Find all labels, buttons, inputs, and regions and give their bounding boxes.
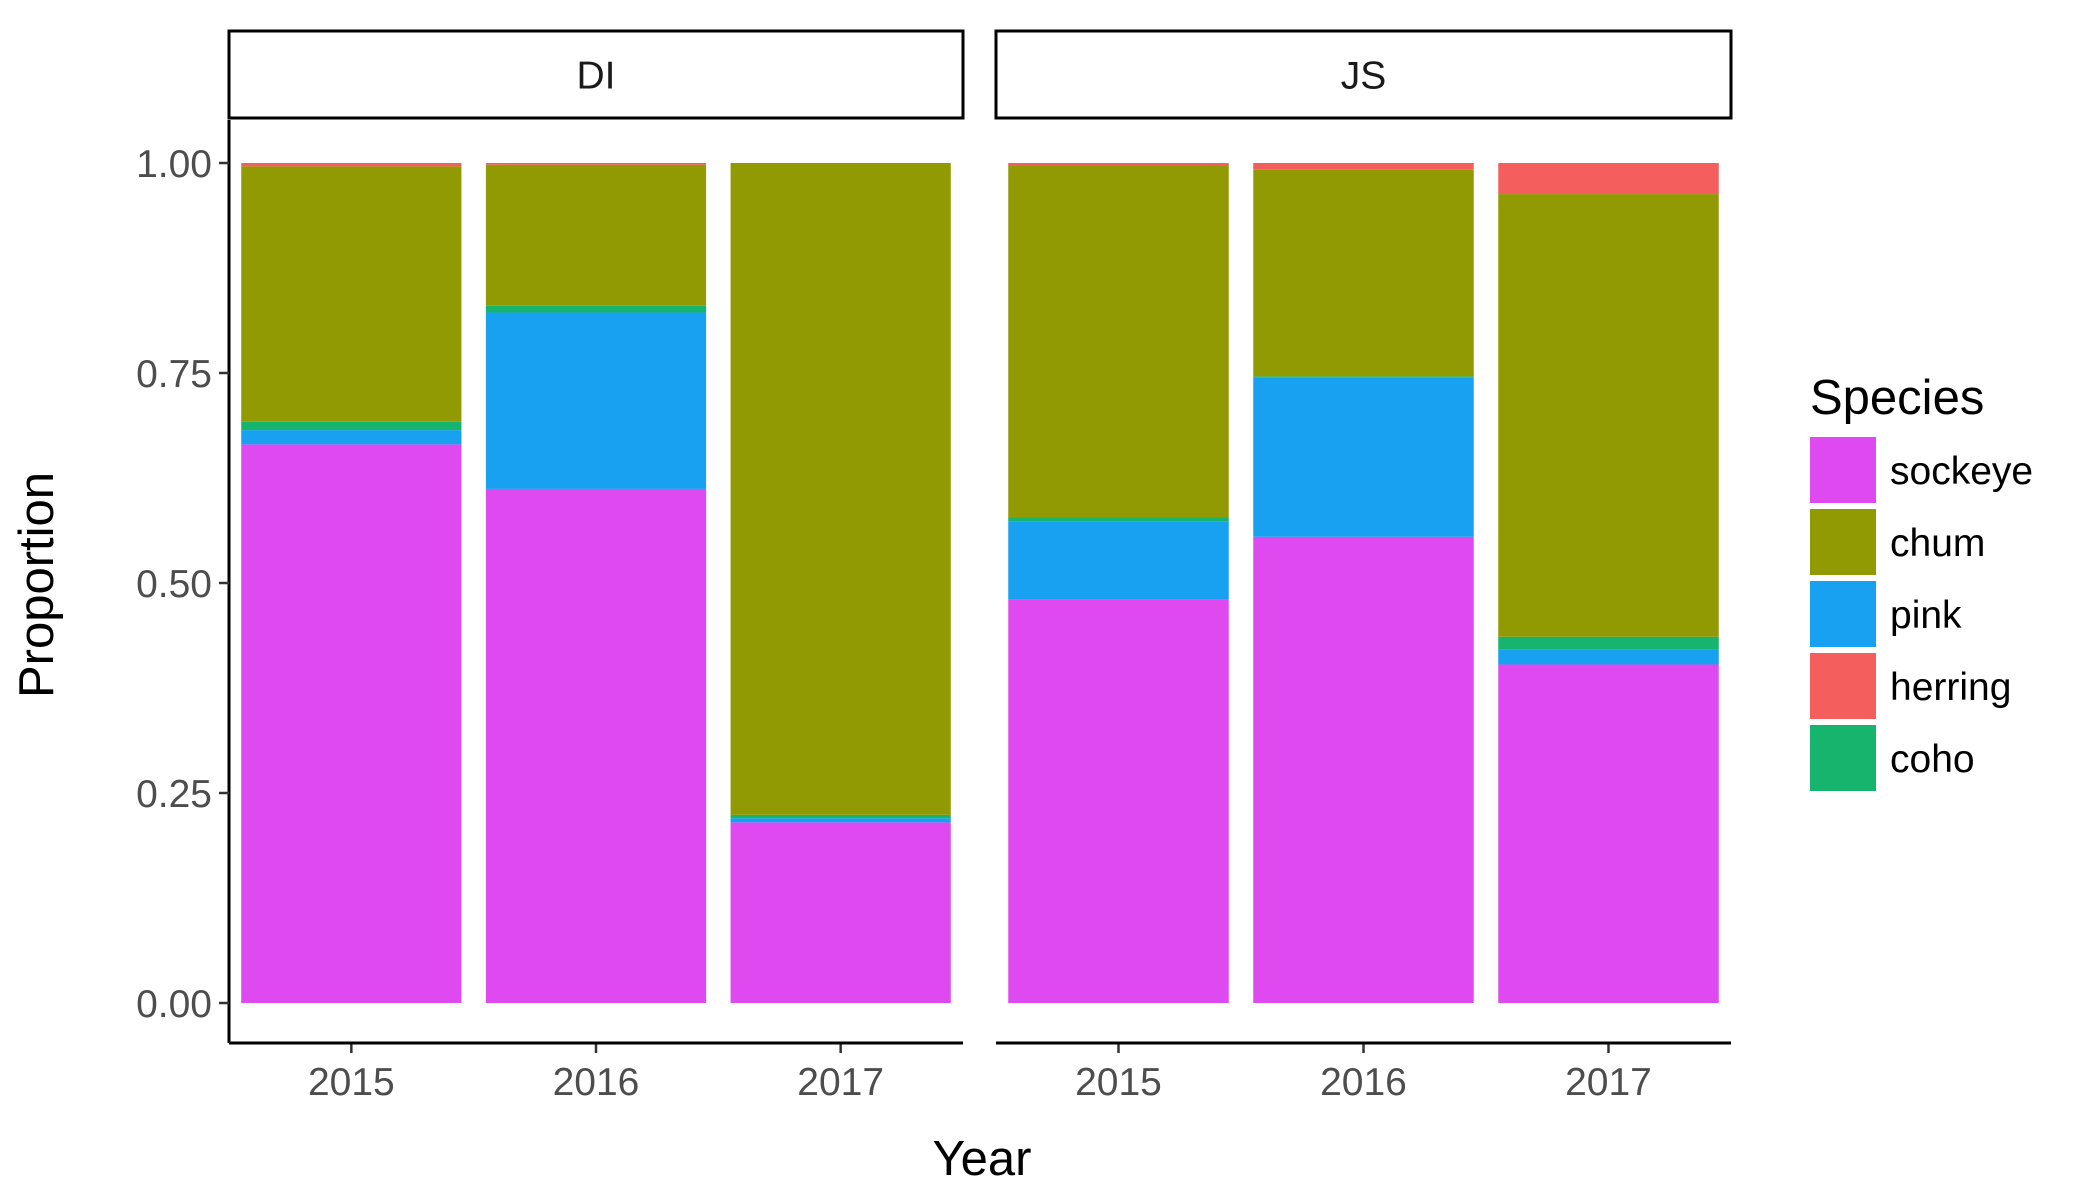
bar-segment-chum-2015 xyxy=(241,166,462,422)
legend-label-chum: chum xyxy=(1890,522,1985,565)
bar-segment-coho-2016 xyxy=(1253,376,1474,378)
legend-label-herring: herring xyxy=(1890,666,2011,709)
x-tick-label: 2016 xyxy=(553,1061,640,1104)
bar-segment-coho-2016 xyxy=(485,305,707,313)
bar-segment-herring-2016 xyxy=(1253,163,1474,170)
x-tick-label: 2016 xyxy=(1320,1061,1407,1104)
y-tick-label: 0.00 xyxy=(136,983,212,1026)
bar-segment-chum-2016 xyxy=(1253,169,1474,377)
x-axis-title: Year xyxy=(932,1132,1031,1186)
bar-segment-coho-2015 xyxy=(1008,517,1229,522)
legend-label-coho: coho xyxy=(1890,738,1975,781)
bar-segment-herring-2015 xyxy=(1008,163,1229,166)
legend-key-chum xyxy=(1810,509,1876,575)
bar-segment-sockeye-2016 xyxy=(485,488,707,1003)
legend-title: Species xyxy=(1810,371,1984,425)
legend-label-sockeye: sockeye xyxy=(1890,450,2033,493)
y-axis-title: Proportion xyxy=(10,472,64,698)
facet-panel-di: DI 2015 2016 2017 xyxy=(227,29,965,1104)
legend-key-herring xyxy=(1810,653,1876,719)
facet-panels: DI 2015 2016 2017 JS 2015 2016 2017 xyxy=(227,29,1733,1104)
bar-segment-herring-2016 xyxy=(485,163,707,165)
bar-segment-coho-2017 xyxy=(730,814,951,819)
bar-segment-chum-2016 xyxy=(485,164,707,306)
bar-segment-sockeye-2017 xyxy=(1498,664,1719,1003)
legend-key-sockeye xyxy=(1810,437,1876,503)
bar-segment-chum-2015 xyxy=(1008,165,1229,518)
legend-key-coho xyxy=(1810,725,1876,791)
bar-segment-pink-2015 xyxy=(241,430,462,445)
bar-segment-sockeye-2016 xyxy=(1253,536,1474,1003)
bar-segment-coho-2015 xyxy=(241,421,462,431)
bar-segment-herring-2015 xyxy=(241,163,462,167)
bar-segment-pink-2017 xyxy=(1498,649,1719,665)
bar-segment-pink-2017 xyxy=(730,818,951,823)
bar-segment-coho-2017 xyxy=(1498,636,1719,650)
legend-label-pink: pink xyxy=(1890,594,1962,637)
bar-segment-sockeye-2015 xyxy=(1008,599,1229,1003)
facet-panel-js: JS 2015 2016 2017 xyxy=(994,29,1733,1104)
bar-segment-pink-2016 xyxy=(1253,377,1474,537)
bar-segment-pink-2016 xyxy=(485,312,707,489)
bar-segment-herring-2017 xyxy=(1498,163,1719,195)
y-tick-label: 0.75 xyxy=(136,353,212,396)
y-tick-label: 1.00 xyxy=(136,143,212,186)
facet-strip-label: JS xyxy=(1341,55,1387,98)
bar-segment-chum-2017 xyxy=(730,163,951,815)
x-tick-label: 2017 xyxy=(1565,1061,1652,1104)
x-tick-label: 2015 xyxy=(1075,1061,1162,1104)
facet-strip-label: DI xyxy=(577,55,616,98)
legend-key-pink xyxy=(1810,581,1876,647)
legend: Species sockeye chum pink herring coho xyxy=(1810,371,2033,791)
x-tick-label: 2017 xyxy=(797,1061,884,1104)
y-tick-label: 0.50 xyxy=(136,563,212,606)
facet-strip xyxy=(994,29,1733,120)
facet-strip xyxy=(227,29,965,120)
x-tick-label: 2015 xyxy=(308,1061,395,1104)
bar-segment-sockeye-2017 xyxy=(730,822,951,1003)
bar-segment-chum-2017 xyxy=(1498,194,1719,637)
y-axis: 0.00 0.25 0.50 0.75 1.00 xyxy=(136,120,231,1043)
bar-segment-sockeye-2015 xyxy=(241,444,462,1003)
bar-segment-pink-2015 xyxy=(1008,521,1229,600)
y-tick-label: 0.25 xyxy=(136,773,212,816)
